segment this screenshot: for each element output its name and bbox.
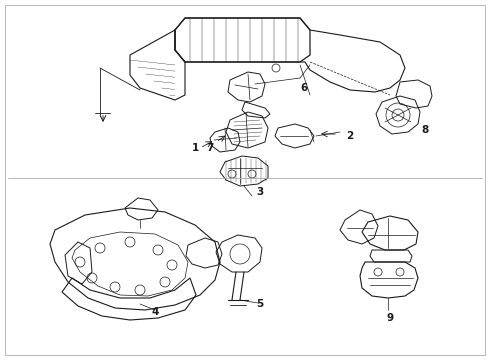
Text: 4: 4 bbox=[151, 307, 159, 317]
Text: 1: 1 bbox=[192, 143, 198, 153]
Text: 2: 2 bbox=[346, 131, 354, 141]
Text: 7: 7 bbox=[206, 143, 214, 153]
Text: 5: 5 bbox=[256, 299, 264, 309]
Text: 6: 6 bbox=[300, 83, 308, 93]
Text: 8: 8 bbox=[421, 125, 429, 135]
Text: 9: 9 bbox=[387, 313, 393, 323]
Text: 3: 3 bbox=[256, 187, 264, 197]
